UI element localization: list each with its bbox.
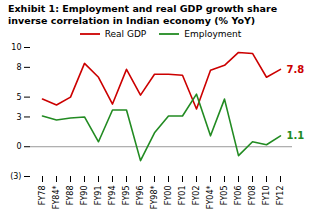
svg-text:FY00: FY00 bbox=[164, 185, 173, 205]
svg-text:FY01: FY01 bbox=[178, 185, 187, 205]
svg-text:(3): (3) bbox=[10, 172, 21, 181]
svg-text:0: 0 bbox=[16, 142, 21, 151]
svg-text:FY04*: FY04* bbox=[206, 185, 215, 209]
svg-text:FY10: FY10 bbox=[262, 185, 271, 205]
svg-text:8: 8 bbox=[16, 63, 21, 72]
svg-text:1.1: 1.1 bbox=[287, 130, 305, 141]
svg-text:FY94: FY94 bbox=[108, 185, 117, 205]
html-text:Exhibit 1: Employment and real: Exhibit 1: Employment and real GDP growt… bbox=[8, 3, 278, 14]
svg-text:7.8: 7.8 bbox=[287, 63, 305, 74]
svg-text:FY08: FY08 bbox=[248, 185, 257, 205]
svg-text:FY90: FY90 bbox=[80, 185, 89, 205]
svg-text:FY06: FY06 bbox=[234, 185, 243, 205]
svg-text:FY02: FY02 bbox=[192, 185, 201, 205]
svg-text:FY05: FY05 bbox=[220, 185, 229, 205]
svg-text:FY88: FY88 bbox=[66, 185, 75, 205]
html-text:Real GDP: Real GDP bbox=[104, 28, 147, 39]
svg-text:FY12: FY12 bbox=[276, 185, 285, 205]
svg-text:FY84*: FY84* bbox=[52, 185, 61, 209]
html-text:Employment: Employment bbox=[184, 28, 242, 39]
svg-text:FY98*: FY98* bbox=[150, 185, 159, 209]
svg-text:10: 10 bbox=[11, 43, 21, 52]
svg-text:FY91: FY91 bbox=[94, 185, 103, 205]
svg-text:3: 3 bbox=[16, 112, 21, 121]
svg-text:FY95: FY95 bbox=[122, 185, 131, 205]
svg-text:FY96: FY96 bbox=[136, 185, 145, 205]
svg-text:FY78: FY78 bbox=[38, 185, 47, 205]
html-text:inverse correlation in Indian: inverse correlation in Indian economy (%… bbox=[8, 14, 256, 26]
svg-text:5: 5 bbox=[16, 92, 21, 101]
